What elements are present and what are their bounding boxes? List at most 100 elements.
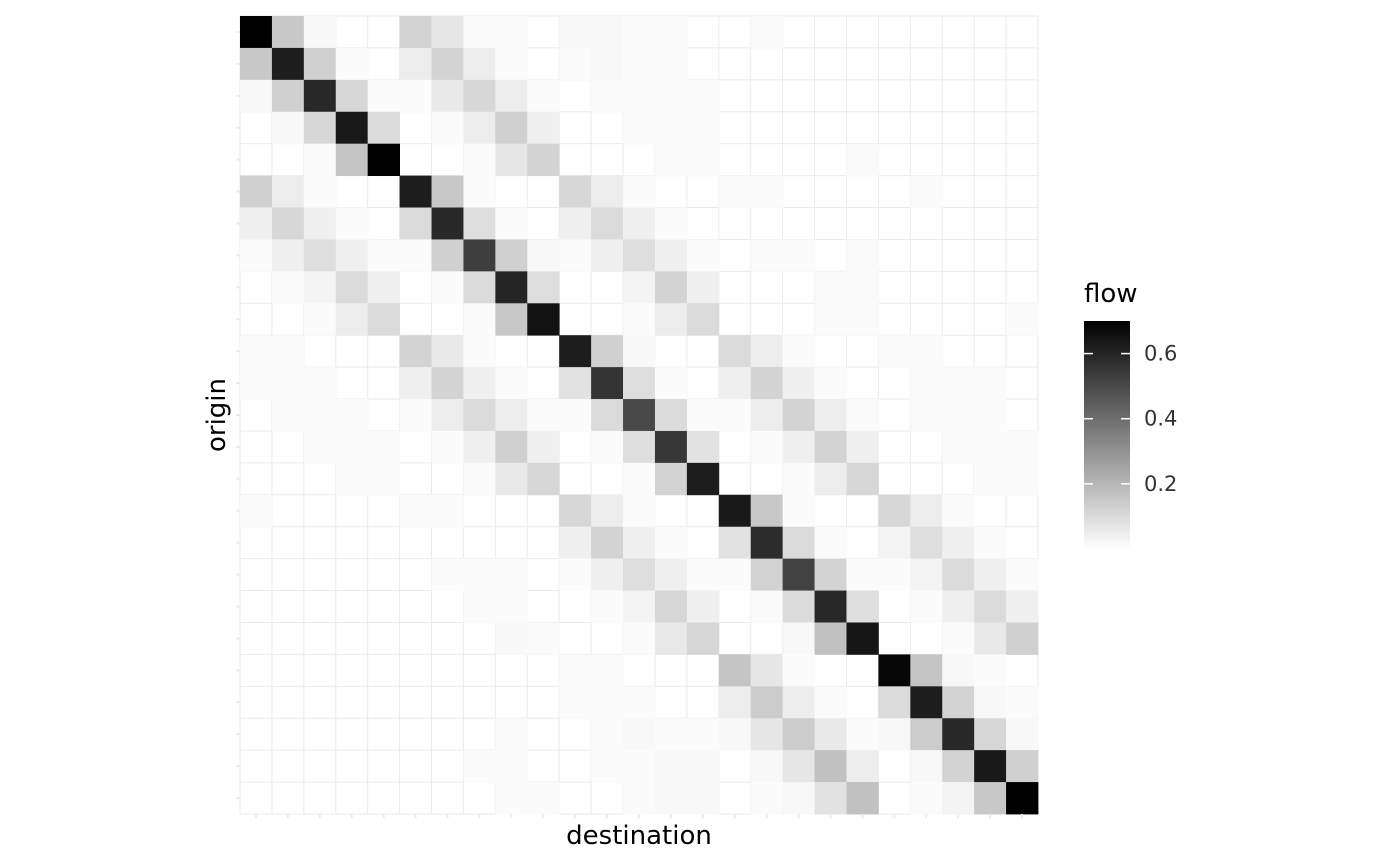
heatmap-cell [495,430,528,464]
heatmap-cell [463,462,496,496]
heatmap-cell [271,239,305,272]
heatmap-cell [686,271,720,304]
heatmap-cell [240,239,273,272]
heatmap-cell [367,462,400,496]
heatmap-cell [303,79,337,113]
heatmap-cell [782,782,815,815]
heatmap-cell [942,654,975,687]
heatmap-cell [718,494,752,528]
heatmap-cell [686,590,720,623]
heatmap-cell [654,207,688,240]
heatmap-cell [750,654,784,687]
heatmap-cell [463,303,496,336]
heatmap-cell [1006,686,1039,719]
heatmap-cell [623,271,656,304]
heatmap-cell [495,590,528,623]
heatmap-cell [495,622,528,655]
heatmap-cell [591,430,624,464]
heatmap-cell [303,143,337,176]
heatmap-cell [1006,622,1039,655]
heatmap-cell [591,654,624,687]
heatmap-cell [303,430,337,464]
heatmap-cell [974,654,1007,687]
heatmap-cell [846,399,879,432]
heatmap-cell [910,399,943,432]
heatmap-cell [463,750,496,783]
heatmap-cell [527,111,560,145]
heatmap-cell [623,622,656,655]
heatmap-cell [431,271,464,304]
heatmap-cell [974,367,1007,400]
heatmap-cell [814,750,847,783]
heatmap-cell [623,750,656,783]
heatmap-cell [623,558,656,591]
heatmap-cell [431,175,464,208]
heatmap-cell [718,686,752,719]
heatmap-cell [686,430,720,464]
heatmap-cell [846,303,879,336]
heatmap-cell [591,175,624,208]
heatmap-cell [623,47,656,81]
heatmap-cell [782,654,815,687]
heatmap-cell [814,303,847,336]
heatmap-cell [782,367,815,400]
heatmap-cell [399,239,432,272]
heatmap-cell [367,271,400,304]
heatmap-cell [686,111,720,145]
heatmap-cell [654,79,688,113]
heatmap-cell [750,718,784,751]
heatmap-cell [559,239,592,272]
heatmap-cell [814,782,847,815]
heatmap-cell [527,239,560,272]
heatmap-cell [942,430,975,464]
heatmap-cell [718,718,752,751]
heatmap-cell [878,526,911,560]
heatmap-cell [559,367,592,400]
heatmap-cell [623,16,656,49]
legend-colorbar [1084,321,1130,549]
heatmap-cell [591,526,624,560]
heatmap-cell [1006,430,1039,464]
heatmap-cell [623,239,656,272]
heatmap-cell [686,239,720,272]
heatmap-cell [910,686,943,719]
heatmap-cell [431,335,464,368]
heatmap-cell [623,494,656,528]
heatmap-cell [463,111,496,145]
heatmap-cell [814,430,847,464]
legend-tick-label: 0.4 [1144,407,1177,431]
heatmap-cell [974,558,1007,591]
heatmap-cell [240,16,273,49]
heatmap-cell [495,79,528,113]
heatmap-cell [367,79,400,113]
heatmap-cell [1006,750,1039,783]
heatmap-cell [559,399,592,432]
heatmap-cell [654,367,688,400]
heatmap-cell [910,590,943,623]
heatmap-cell [463,367,496,400]
y-axis-title: origin [202,378,232,452]
heatmap-cell [686,782,720,815]
heatmap-cell [1006,303,1039,336]
heatmap-cell [527,782,560,815]
heatmap-cell [942,526,975,560]
heatmap-cell [591,207,624,240]
heatmap-cell [750,782,784,815]
heatmap-cell [399,207,432,240]
heatmap-cell [495,718,528,751]
heatmap-cell [431,558,464,591]
heatmap-cell [718,367,752,400]
heatmap-cell [910,526,943,560]
legend-tick-label: 0.6 [1144,342,1177,366]
heatmap-cell [846,239,879,272]
heatmap-cell [527,271,560,304]
heatmap-cell [495,16,528,49]
heatmap-cell [303,175,337,208]
heatmap-cell [495,558,528,591]
heatmap-cell [431,47,464,81]
heatmap-cell [782,686,815,719]
heatmap-cell [750,430,784,464]
heatmap-cell [654,399,688,432]
heatmap-cell [846,750,879,783]
heatmap-cell [974,718,1007,751]
